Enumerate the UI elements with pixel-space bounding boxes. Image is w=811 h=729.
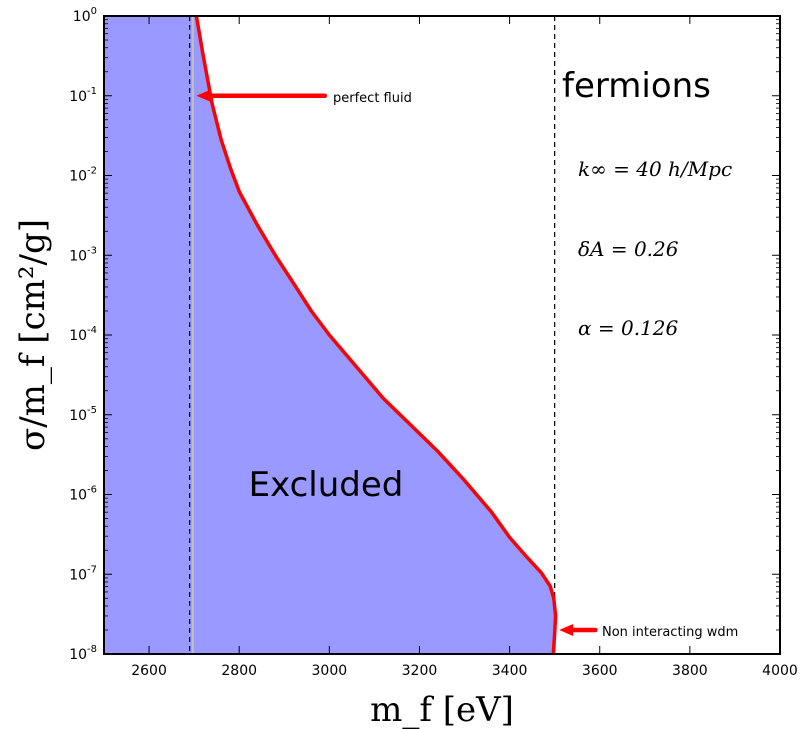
x-tick-label: 3600 xyxy=(582,663,618,679)
y-tick-label: 10-6 xyxy=(69,485,97,504)
perfect-fluid-arrow-head xyxy=(196,89,211,102)
k-inf-annotation: k∞ = 40 h/Mpc xyxy=(578,157,732,181)
x-tick-label: 4000 xyxy=(762,663,798,679)
y-tick-exponent: -2 xyxy=(87,166,97,177)
y-tick-label: 10-3 xyxy=(69,245,97,264)
y-tick-label: 10-5 xyxy=(69,405,97,424)
y-tick-exponent: -6 xyxy=(87,485,97,496)
y-tick-exponent: -8 xyxy=(87,644,97,655)
y-tick-label: 10-7 xyxy=(69,564,97,583)
x-tick-label: 3200 xyxy=(402,663,438,679)
delta-a-annotation: δA = 0.26 xyxy=(578,237,679,261)
x-tick-label: 3800 xyxy=(672,663,708,679)
x-tick-label: 3000 xyxy=(312,663,348,679)
x-axis-label: m_f [eV] xyxy=(370,690,514,729)
y-tick-exponent: -4 xyxy=(87,325,97,336)
fermions-label: fermions xyxy=(562,66,711,106)
perfect-fluid-label: perfect fluid xyxy=(333,91,412,106)
y-tick-exponent: -7 xyxy=(87,564,97,575)
y-tick-label: 10-4 xyxy=(69,325,97,344)
excluded-region xyxy=(104,16,556,654)
non-interacting-label: Non interacting wdm xyxy=(602,625,738,640)
x-tick-label: 3400 xyxy=(492,663,528,679)
x-tick-label: 2800 xyxy=(221,663,257,679)
alpha-annotation: α = 0.126 xyxy=(578,316,679,340)
y-tick-label: 100 xyxy=(73,6,97,25)
y-tick-exponent: -1 xyxy=(87,86,97,97)
non-interacting-arrow-head xyxy=(559,623,574,636)
y-tick-label: 10-1 xyxy=(69,86,97,105)
y-axis-label: σ/m_f [cm²/g] xyxy=(13,219,53,451)
vertical-lines xyxy=(189,16,556,654)
arrows xyxy=(196,89,598,636)
y-tick-exponent: 0 xyxy=(91,6,97,17)
y-tick-exponent: -5 xyxy=(87,405,97,416)
boundary-curve xyxy=(194,16,558,654)
y-tick-exponent: -3 xyxy=(87,245,97,256)
boundary-line xyxy=(194,16,558,654)
excluded-area xyxy=(104,16,556,654)
y-tick-label: 10-2 xyxy=(69,166,97,185)
y-tick-label: 10-8 xyxy=(69,644,97,663)
x-tick-label: 2600 xyxy=(131,663,167,679)
excluded-label: Excluded xyxy=(249,465,404,505)
